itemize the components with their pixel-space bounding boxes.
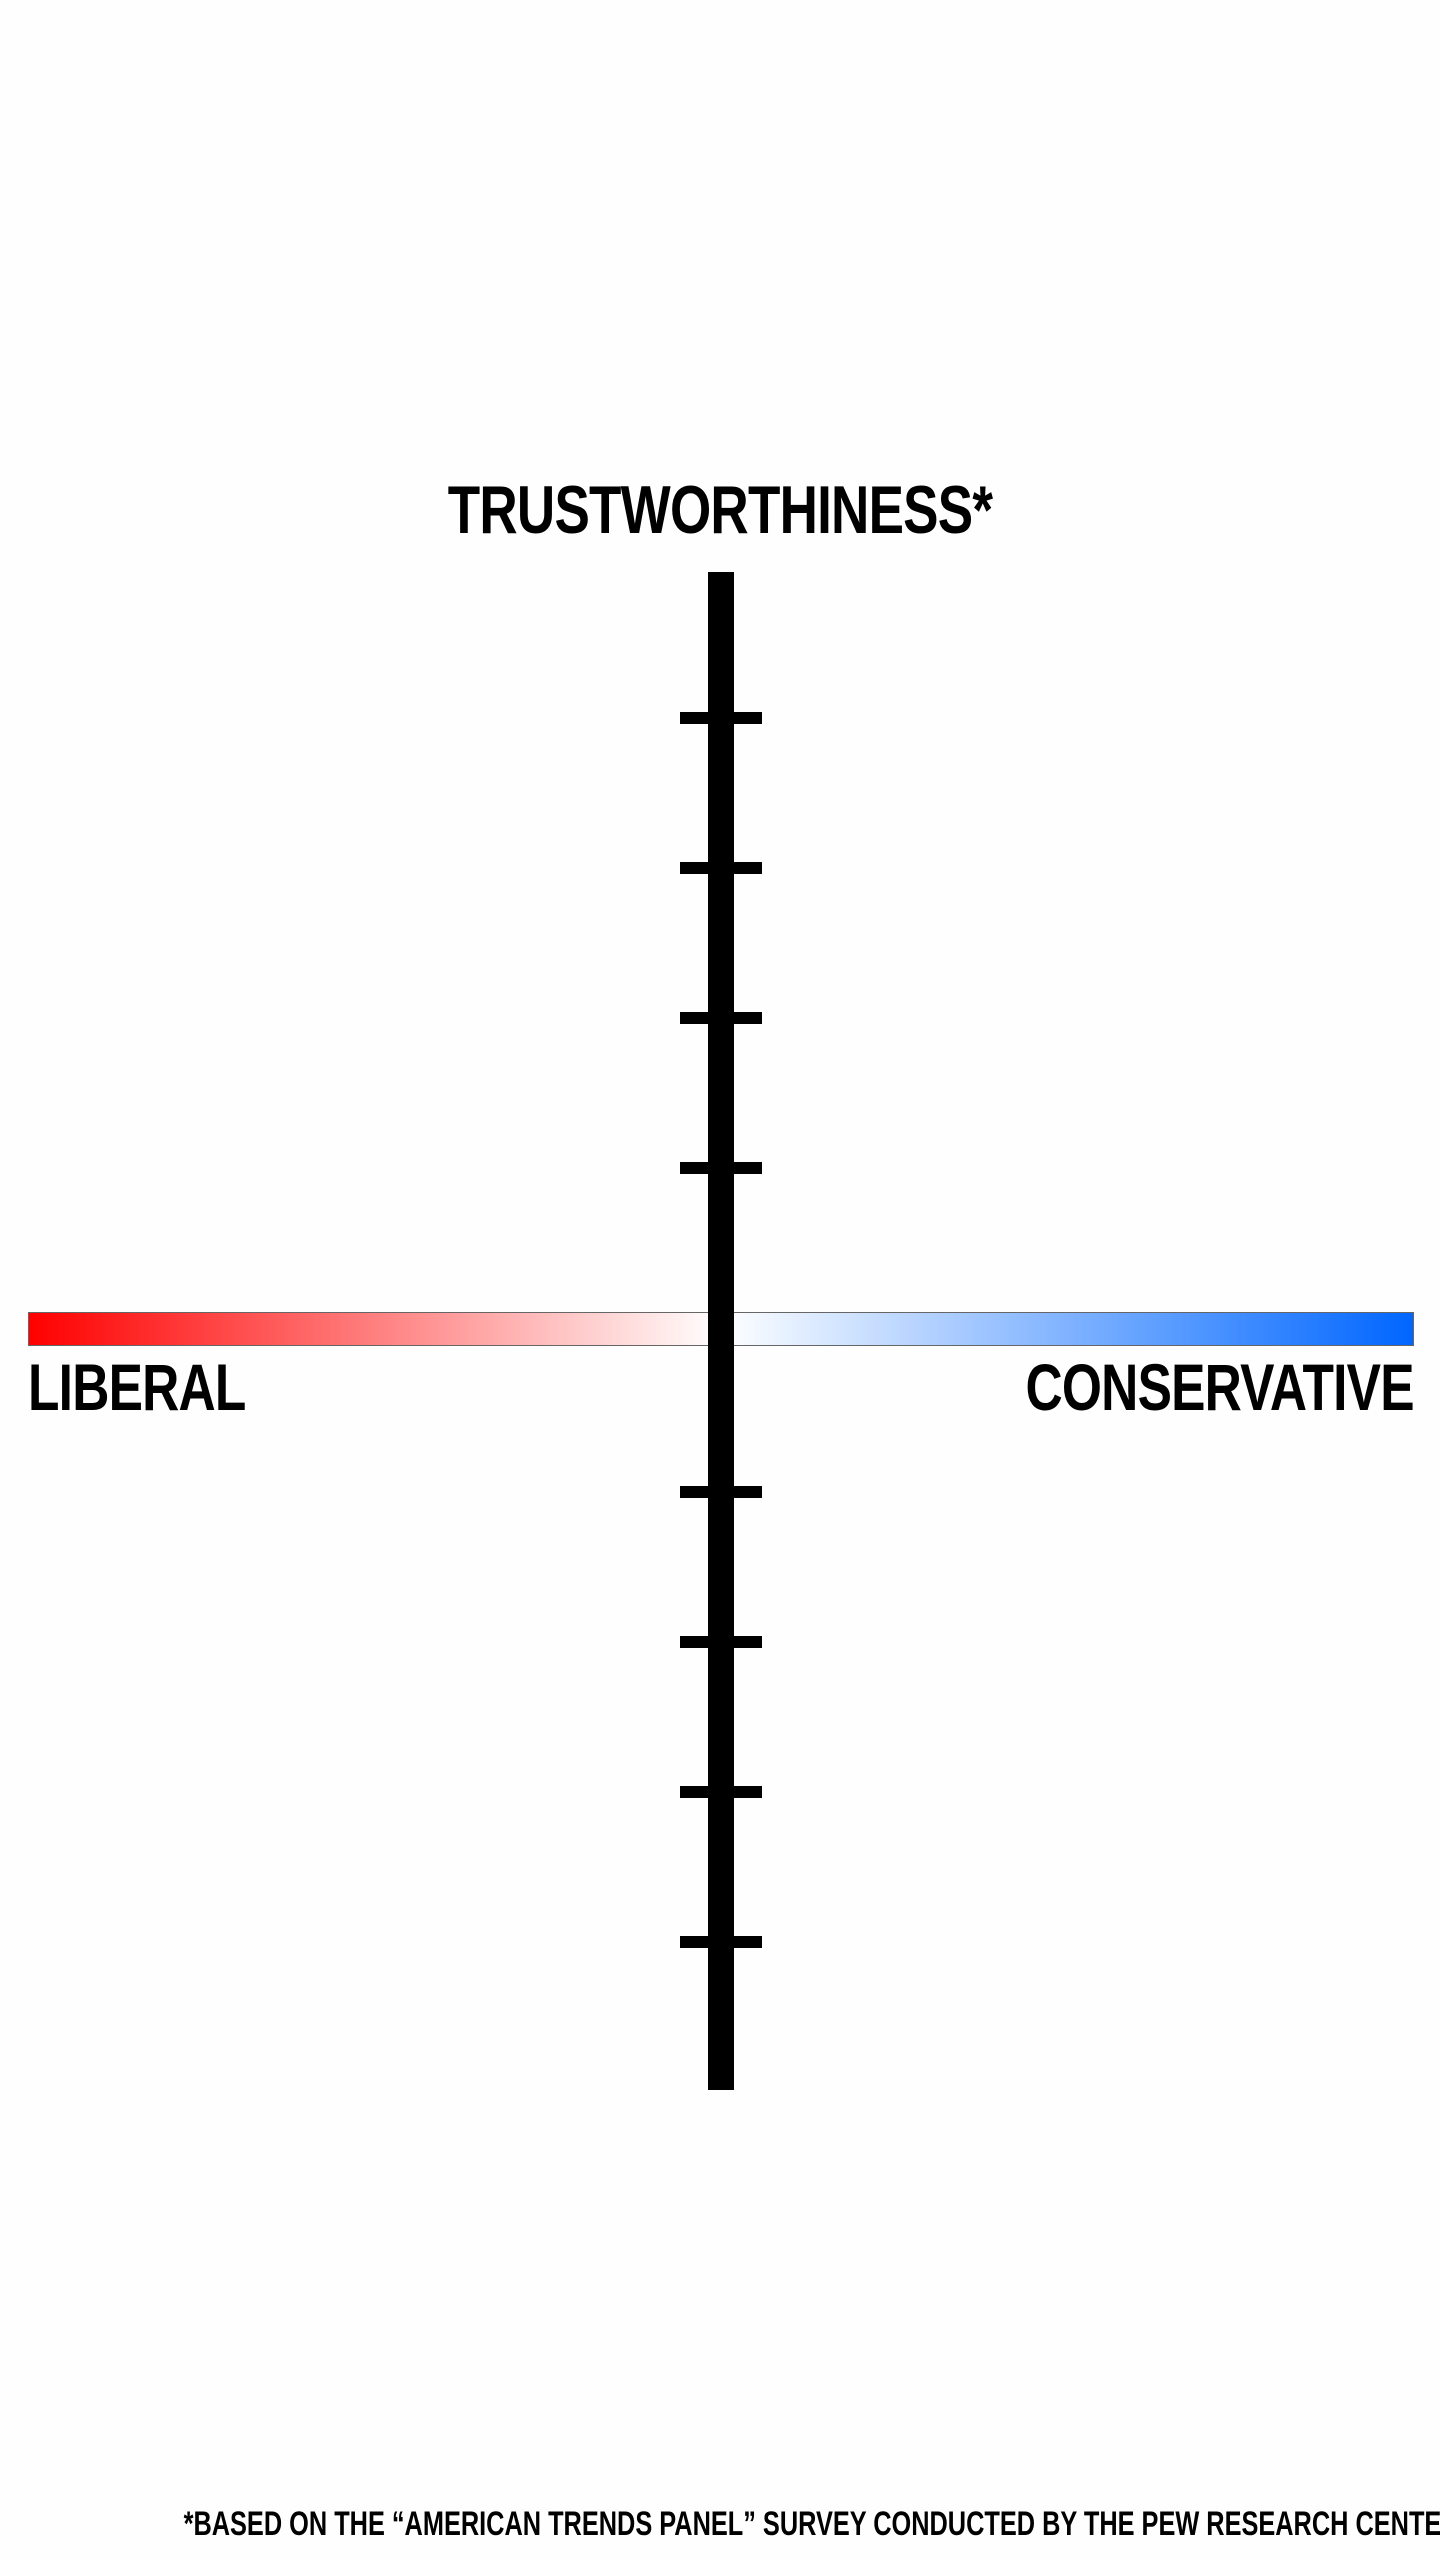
axis-tick: [680, 1012, 762, 1024]
axis-tick: [680, 1162, 762, 1174]
footnote: *BASED ON THE “AMERICAN TRENDS PANEL” SU…: [183, 2505, 1440, 2543]
axis-tick: [680, 1636, 762, 1648]
axis-tick: [680, 862, 762, 874]
liberal-label: LIBERAL: [28, 1350, 246, 1424]
conservative-label: CONSERVATIVE: [1025, 1350, 1415, 1424]
trustworthiness-axis: [708, 572, 734, 2090]
axis-title: TRUSTWORTHINESS*: [447, 472, 993, 548]
axis-tick: [680, 712, 762, 724]
axis-tick: [680, 1486, 762, 1498]
axis-tick: [680, 1936, 762, 1948]
axis-tick: [680, 1786, 762, 1798]
